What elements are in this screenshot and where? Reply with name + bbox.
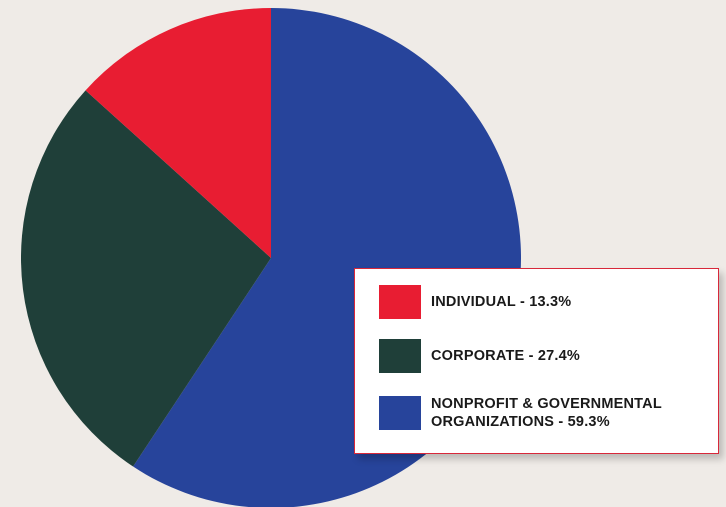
legend-label-nonprofit: NONPROFIT & GOVERNMENTAL ORGANIZATIONS -… (431, 395, 662, 431)
legend-item-nonprofit: NONPROFIT & GOVERNMENTAL ORGANIZATIONS -… (379, 395, 662, 431)
pie-slice-individual (85, 8, 271, 258)
legend-name-nonprofit-line2: ORGANIZATIONS (431, 414, 555, 430)
pie-slice-corporate (20, 90, 272, 467)
legend-swatch-individual (379, 285, 421, 319)
legend-label-individual: INDIVIDUAL - 13.3% (431, 293, 571, 311)
legend-item-individual: INDIVIDUAL - 13.3% (379, 285, 571, 319)
legend-separator: - (515, 294, 530, 310)
legend-separator: - (524, 348, 538, 364)
legend-name-nonprofit-line1: NONPROFIT & GOVERNMENTAL (431, 396, 662, 412)
legend-name-individual: INDIVIDUAL (431, 294, 516, 310)
legend-separator: - (554, 414, 568, 430)
legend: INDIVIDUAL - 13.3% CORPORATE - 27.4% NON… (354, 268, 719, 454)
legend-swatch-corporate (379, 339, 421, 373)
legend-value-individual: 13.3% (529, 294, 572, 310)
legend-label-corporate: CORPORATE - 27.4% (431, 347, 580, 365)
legend-value-nonprofit: 59.3% (567, 414, 610, 430)
legend-name-corporate: CORPORATE (431, 348, 525, 364)
legend-swatch-nonprofit (379, 396, 421, 430)
legend-item-corporate: CORPORATE - 27.4% (379, 339, 580, 373)
legend-value-corporate: 27.4% (537, 348, 580, 364)
